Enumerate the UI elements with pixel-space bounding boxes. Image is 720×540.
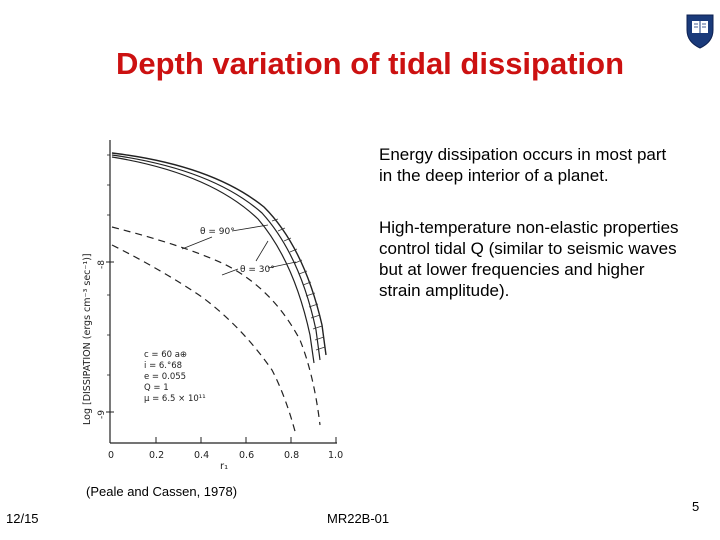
x-axis-label: r₁ — [220, 461, 228, 472]
bullet-item: High-temperature non-elastic properties … — [379, 218, 679, 300]
y-tick-label: -8 — [97, 260, 107, 269]
x-tick-label: 1.0 — [328, 450, 343, 461]
y-tick-label: -9 — [97, 410, 107, 419]
hatched-band — [271, 218, 326, 351]
annotation-theta-30: θ = 30° — [240, 265, 275, 275]
page-number: 5 — [692, 499, 700, 514]
x-tick-label: 0.6 — [239, 450, 254, 461]
dashed-curve-upper — [111, 226, 321, 426]
solid-curve-mid — [111, 154, 321, 361]
x-tick-label: 0.2 — [149, 450, 164, 461]
parameter-line: i = 6.°68 — [144, 361, 182, 371]
parameter-list: c = 60 a⊕ i = 6.°68 e = 0.055 Q = 1 μ = … — [144, 350, 206, 404]
parameter-line: e = 0.055 — [144, 372, 186, 382]
solid-curve-upper — [111, 152, 327, 356]
x-tick-label: 0.4 — [194, 450, 209, 461]
dashed-curve-lower — [111, 244, 297, 436]
x-tick-label: 0.8 — [284, 450, 299, 461]
bullet-item: Energy dissipation occurs in most part i… — [379, 145, 667, 185]
parameter-line: Q = 1 — [144, 383, 169, 393]
university-crest-icon — [684, 12, 716, 50]
footer-date: 12/15 — [6, 511, 39, 526]
x-tick-label: 0 — [108, 450, 114, 461]
solid-curve-lower — [111, 156, 315, 364]
dissipation-figure: Log [DISSIPATION (ergs cm⁻³ sec⁻¹)] -8 -… — [72, 135, 347, 475]
parameter-line: c = 60 a⊕ — [144, 350, 187, 360]
bullet-list: Energy dissipation occurs in most part i… — [379, 144, 679, 332]
annotation-theta-90: θ = 90° — [200, 227, 235, 237]
y-axis-label: Log [DISSIPATION (ergs cm⁻³ sec⁻¹)] — [82, 253, 93, 425]
parameter-line: μ = 6.5 × 10¹¹ — [144, 394, 206, 404]
footer-session-code: MR22B-01 — [327, 511, 390, 526]
slide-title: Depth variation of tidal dissipation — [115, 46, 625, 81]
figure-citation: (Peale and Cassen, 1978) — [86, 484, 238, 499]
